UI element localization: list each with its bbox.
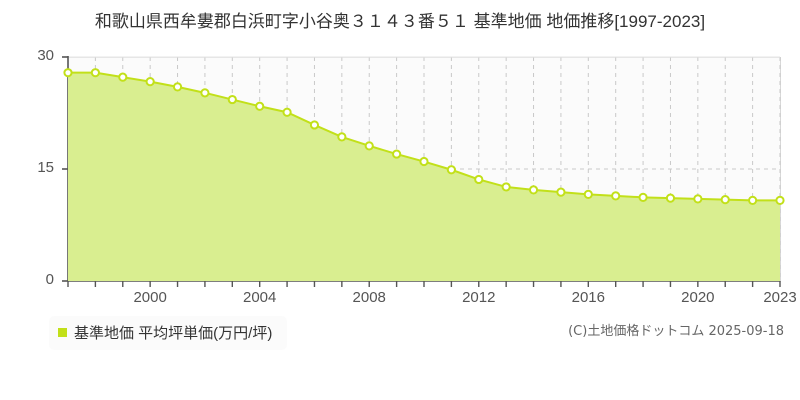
data-point xyxy=(693,194,703,204)
data-point xyxy=(501,182,511,192)
data-point xyxy=(720,195,730,205)
copyright-credit: (C)土地価格ドットコム 2025-09-18 xyxy=(568,324,784,339)
data-point xyxy=(255,101,265,111)
data-point xyxy=(474,174,484,185)
data-point xyxy=(172,82,183,92)
data-point xyxy=(583,189,593,199)
legend-swatch-icon xyxy=(58,328,67,337)
data-point xyxy=(227,94,237,105)
data-point xyxy=(282,107,292,117)
data-point xyxy=(638,192,648,202)
data-point xyxy=(665,193,676,203)
x-axis-tick-label: 2012 xyxy=(462,289,496,306)
chart-title: 和歌山県西牟婁郡白浜町字小谷奥３１４３番５１ 基準地価 地価推移[1997-20… xyxy=(94,12,706,31)
data-point xyxy=(200,88,210,98)
x-axis-tick-label: 2016 xyxy=(571,289,605,306)
data-point xyxy=(118,72,128,82)
data-point xyxy=(775,195,785,205)
x-axis-tick-label: 2004 xyxy=(243,289,277,306)
x-axis-tick-label: 2008 xyxy=(352,289,386,306)
data-point xyxy=(145,77,155,87)
legend-label: 基準地価 平均坪単価(万円/坪) xyxy=(74,325,273,342)
chart-legend: 基準地価 平均坪単価(万円/坪) xyxy=(50,317,287,349)
tick-marks xyxy=(62,56,781,287)
data-point xyxy=(419,156,429,167)
data-point xyxy=(748,195,758,205)
x-axis-tick-label: 2000 xyxy=(133,289,167,306)
y-axis-tick-label: 0 xyxy=(45,271,54,288)
data-point xyxy=(611,191,621,201)
data-point xyxy=(446,165,456,175)
data-point xyxy=(364,141,374,151)
data-point xyxy=(90,68,100,78)
data-point xyxy=(63,68,73,78)
data-point xyxy=(337,132,347,142)
y-axis-tick-label: 30 xyxy=(37,47,54,64)
series-area-fill xyxy=(68,72,780,282)
data-point xyxy=(392,149,402,159)
data-point xyxy=(528,185,539,195)
x-axis-tick-label: 2023 xyxy=(763,289,797,306)
x-axis-tick-label: 2020 xyxy=(681,289,715,306)
series-data-points xyxy=(63,68,785,205)
data-point xyxy=(556,187,566,197)
data-point xyxy=(309,120,320,130)
y-axis-tick-label: 15 xyxy=(37,159,54,176)
